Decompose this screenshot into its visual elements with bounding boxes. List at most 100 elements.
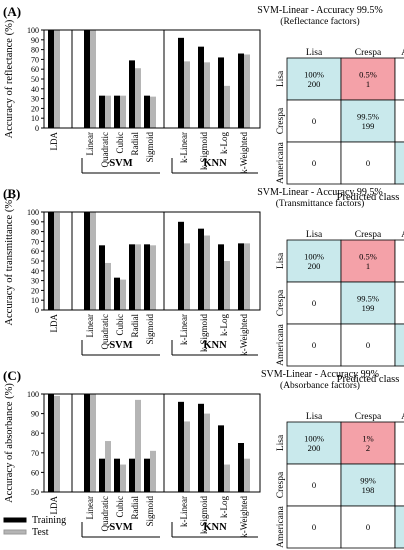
cm-cell [340,57,396,101]
y-tick-label: 30 [31,277,39,286]
legend-swatch [3,529,27,535]
cm-cell [394,323,404,367]
cm-x-label: Predicted class [337,374,400,385]
bar [238,53,244,128]
cm-subtitle: (Transmittance factors) [276,198,365,209]
y-tick-label: 10 [31,114,39,123]
bar [244,243,250,310]
bar [129,60,135,128]
category-label: k-Log [219,496,229,518]
cm-title: SVM-Linear - Accuracy 99% [261,369,379,380]
bar [244,54,250,128]
y-tick-label: 80 [31,228,39,237]
bar [144,458,150,492]
cm-col-header: Crespa [355,412,382,422]
cm-cell-value: 198 [362,485,375,495]
bar [198,46,204,128]
cm-subtitle: (Reflectance factors) [280,16,359,27]
cm-cell [394,57,404,101]
y-tick-label: 20 [31,104,39,113]
bar [184,243,190,310]
category-label: k-Sigmoid [199,314,209,353]
legend-label: Test [32,527,49,538]
cm-cell-value: 99.5% [357,111,379,121]
bar [99,95,105,128]
cm-cell-value: 199 [362,121,375,131]
bar-panel-3: (C)Accuracy of absorbance (%) 50 60 70 80 90 1… [3,368,261,538]
bar [54,212,60,310]
category-label: k-Sigmoid [199,496,209,535]
cm-cell [340,323,396,367]
cm-cell [340,99,396,143]
cm-cell-value: 1 [366,79,370,89]
legend-label: Training [32,515,66,526]
bar [144,244,150,310]
y-tick-label: 70 [31,55,39,64]
cm-cell-value: 100% [304,433,324,443]
group-label: KNN [203,340,227,351]
bar [204,62,210,129]
bar [99,245,105,310]
cm-row-header: Lisa [276,252,286,269]
plot-frame [43,393,261,493]
y-tick-label: 10 [31,296,39,305]
y-tick-label: 100 [27,208,39,217]
bar [129,244,135,310]
cm-col-header: Crespa [355,48,382,58]
cm-cell-value: 100% [304,69,324,79]
y-tick-label: 50 [31,75,39,84]
category-label: Quadratic [100,496,110,531]
y-axis-label: Accuracy of absorbance (%) [4,383,15,503]
cm-row-header: Crespa [276,289,286,316]
category-label: Cubic [115,496,125,518]
bar [84,394,90,492]
cm-cell [394,281,404,325]
category-label: Radial [130,314,140,338]
category-label: Radial [130,496,140,520]
confusion-matrix-1: SVM-Linear - Accuracy 99.5%(Reflectance … [257,5,404,203]
cm-cell-value: 200 [308,79,321,89]
bar [120,464,126,492]
cm-cell-value: 0 [366,158,370,168]
group-label: KNN [203,158,227,169]
y-tick-label: 60 [31,468,39,477]
cm-cell-value: 0 [312,340,316,350]
category-label: Cubic [115,314,125,336]
cm-cell-value: 0 [312,522,316,532]
cm-cell-value: 0 [312,158,316,168]
category-label: Linear [85,496,95,519]
cm-cell [394,99,404,143]
panel-label: (C) [3,368,21,383]
cm-col-header: Lisa [306,48,323,58]
cm-cell [286,57,342,101]
bar-panel-1: (A)Accuracy of reflectance (%) 0102030405… [3,4,261,174]
y-tick-label: 0 [35,124,39,133]
y-tick-label: 100 [27,390,39,399]
cm-cell-value: 100% [304,251,324,261]
category-label: k-Linear [179,132,189,163]
cm-cell [340,463,396,507]
category-label: Radial [130,132,140,156]
y-tick-label: 80 [31,46,39,55]
bar [178,221,184,310]
category-label: k-Log [219,314,229,336]
cm-cell [394,239,404,283]
bar [184,421,190,492]
cm-cell [394,505,404,549]
bar [120,279,126,310]
cm-cell-value: 2 [366,443,370,453]
y-tick-label: 20 [31,286,39,295]
category-label: k-Linear [179,314,189,345]
category-label: LDA [49,132,59,151]
cm-cell-value: 1 [366,261,370,271]
category-label: Quadratic [100,314,110,349]
category-label: LDA [49,496,59,515]
cm-row-header: Americana [276,505,286,547]
bar [54,395,60,492]
panel-label: (A) [3,4,21,19]
confusion-matrix-3: SVM-Linear - Accuracy 99%(Absorbance fac… [261,369,404,549]
confusion-matrix-2: SVM-Linear - Accuracy 99.5%(Transmittanc… [257,187,404,385]
group-label: SVM [109,522,132,533]
